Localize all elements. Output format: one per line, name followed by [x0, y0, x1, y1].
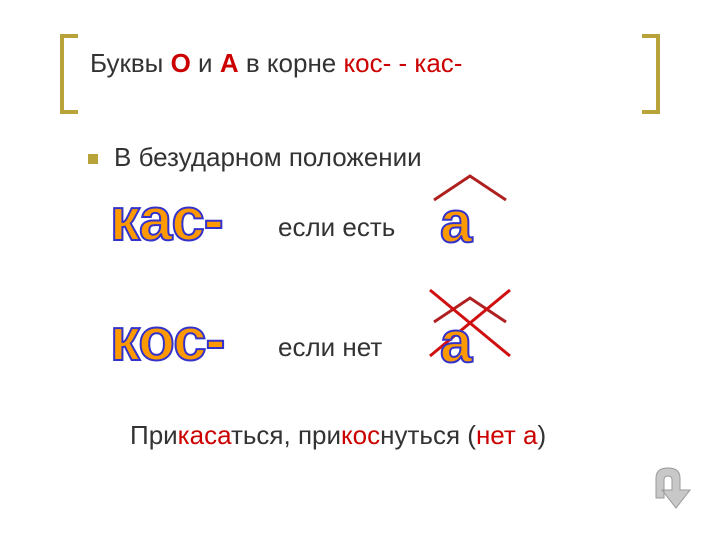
slide-title: Буквы О и А в корне кос- - кас-: [90, 48, 462, 79]
ex-suf1: а: [217, 420, 231, 450]
wordart-a2: а: [440, 314, 471, 372]
title-mid1: и: [191, 48, 220, 78]
row2-text: если нет: [278, 332, 382, 363]
ex-root1: кас: [178, 420, 217, 450]
title-roots: кос- - кас-: [343, 48, 462, 78]
ex-p3: нуться (: [380, 420, 476, 450]
ex-p2: ться, при: [231, 420, 341, 450]
title-O: О: [171, 48, 191, 78]
title-mid2: в корне: [239, 48, 344, 78]
ex-p1: При: [130, 420, 178, 450]
wordart-kas: кас-: [110, 190, 223, 250]
wordart-a1-text: а: [440, 190, 471, 255]
wordart-kas-text: кас-: [110, 186, 223, 253]
slide-title-block: Буквы О и А в корне кос- - кас-: [60, 40, 660, 100]
title-pre: Буквы: [90, 48, 171, 78]
bracket-left: [60, 34, 78, 114]
wordart-kos: кос-: [110, 310, 224, 370]
ex-root2: кос: [341, 420, 380, 450]
ex-note: нет а: [476, 420, 538, 450]
wordart-a1: а: [440, 194, 471, 252]
examples-line: Прикасаться, прикоснуться (нет а): [130, 420, 546, 451]
return-arrow-button[interactable]: [640, 460, 696, 512]
ex-close: ): [537, 420, 546, 450]
row1-text: если есть: [278, 212, 395, 243]
bullet-square-icon: [88, 154, 98, 164]
bullet-text: В безударном положении: [114, 142, 422, 172]
wordart-a2-text: а: [440, 310, 471, 375]
title-A: А: [220, 48, 239, 78]
bullet-line: В безударном положении: [88, 142, 422, 173]
bracket-right: [642, 34, 660, 114]
wordart-kos-text: кос-: [110, 306, 224, 373]
